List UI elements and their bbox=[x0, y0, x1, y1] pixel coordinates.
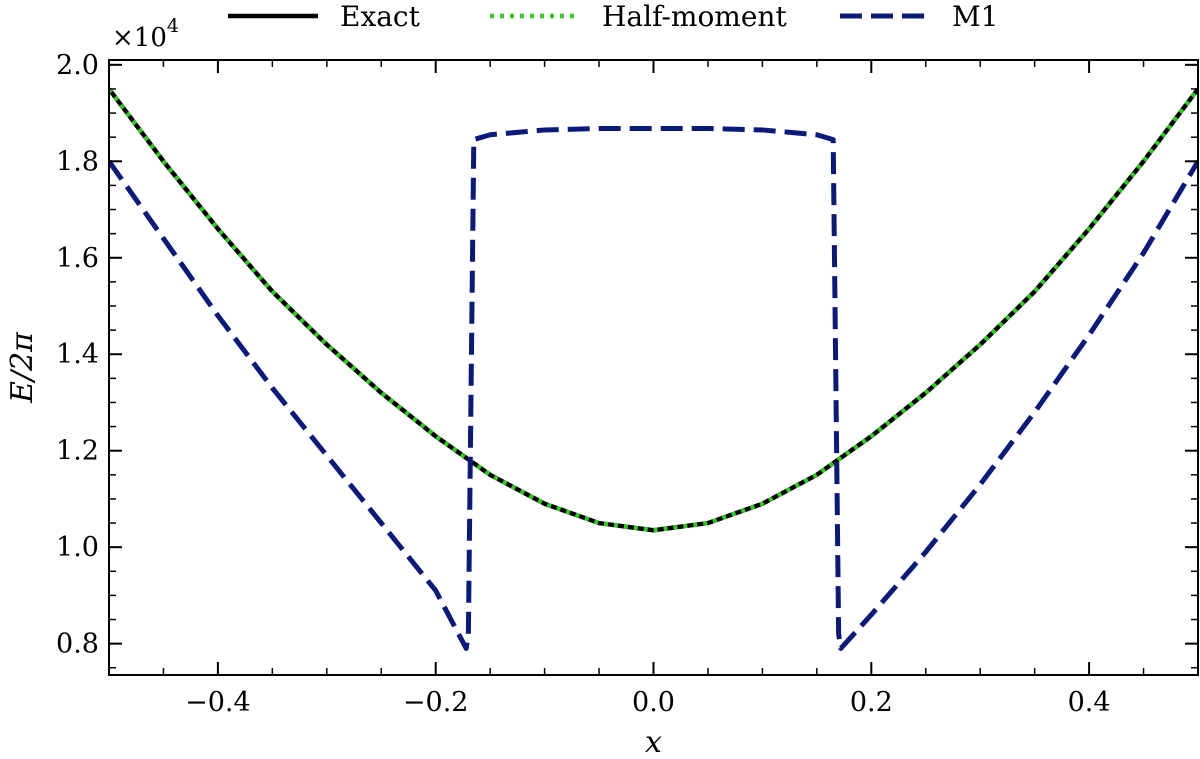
series-line-exact bbox=[109, 87, 1198, 533]
series-line-m1 bbox=[109, 125, 1198, 651]
y-multiplier-text: ×104 bbox=[112, 15, 179, 53]
y-tick-label: 1.0 bbox=[56, 532, 99, 563]
y-axis-ticks: 0.8 1.0 1.2 1.4 1.6 1.8 2.0 bbox=[56, 50, 1198, 669]
x-axis-ticks: −0.4 −0.2 0.0 0.2 0.4 bbox=[108, 60, 1199, 718]
x-tick-label: 0.0 bbox=[632, 687, 675, 718]
x-axis-label: x bbox=[645, 725, 662, 759]
legend-entry-half-moment: Half-moment bbox=[490, 0, 787, 33]
x-tick-label: −0.2 bbox=[403, 687, 469, 718]
legend: Exact Half-moment M1 bbox=[228, 0, 998, 33]
series-line-half-moment bbox=[109, 87, 1198, 533]
legend-entry-exact: Exact bbox=[228, 0, 421, 33]
y-tick-label: 1.6 bbox=[56, 243, 99, 274]
y-tick-label: 0.8 bbox=[56, 629, 99, 660]
legend-label: Exact bbox=[340, 0, 421, 33]
x-tick-label: −0.4 bbox=[185, 687, 251, 718]
y-tick-label: 1.4 bbox=[56, 339, 99, 370]
legend-label: M1 bbox=[952, 0, 998, 33]
series-group bbox=[109, 87, 1198, 651]
plot-area-frame bbox=[108, 59, 1199, 676]
y-tick-label: 1.2 bbox=[56, 436, 99, 467]
legend-label: Half-moment bbox=[602, 0, 787, 33]
legend-entry-m1: M1 bbox=[840, 0, 998, 33]
x-tick-label: 0.4 bbox=[1068, 687, 1111, 718]
y-tick-label: 2.0 bbox=[56, 50, 99, 81]
y-axis-multiplier: ×104 bbox=[112, 15, 179, 53]
y-axis-label: E/2π bbox=[5, 331, 40, 404]
x-tick-label: 0.2 bbox=[850, 687, 893, 718]
y-tick-label: 1.8 bbox=[56, 146, 99, 177]
